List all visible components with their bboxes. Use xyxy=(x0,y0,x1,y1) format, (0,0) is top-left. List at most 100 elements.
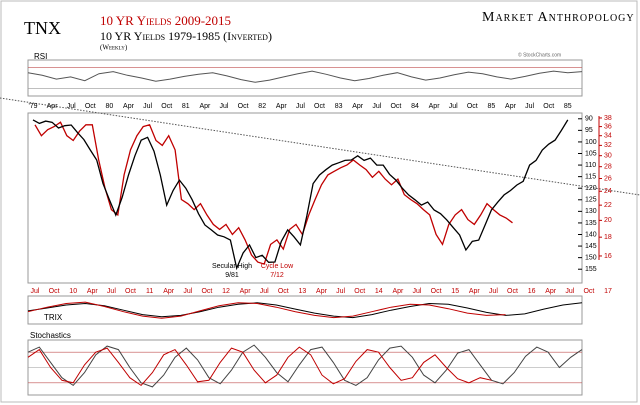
x-tick-label-top: 83 xyxy=(335,103,343,110)
x-tick-label-top: Jul xyxy=(296,103,305,110)
x-tick-label-top: Oct xyxy=(390,103,401,110)
y2-tick-label: 34 xyxy=(604,133,612,140)
x-tick-label-top: 85 xyxy=(564,103,572,110)
x-tick-label-top: 85 xyxy=(488,103,496,110)
indicator-line xyxy=(27,344,583,388)
x-tick-label-bottom: Oct xyxy=(125,288,136,295)
brand: Market Anthropology xyxy=(482,10,635,25)
note: (Weekly) xyxy=(100,44,128,52)
x-tick-label-top: Jul xyxy=(525,103,534,110)
annotation: Cycle Low xyxy=(261,263,294,270)
indicator-line xyxy=(27,302,583,319)
x-tick-label-bottom: Apr xyxy=(316,288,328,295)
y-tick-label: 155 xyxy=(585,266,597,273)
series-line xyxy=(32,119,569,271)
y-tick-label: 135 xyxy=(585,220,597,227)
x-tick-label-top: Oct xyxy=(543,103,554,110)
y-tick-label: 120 xyxy=(585,185,597,192)
x-tick-label-bottom: Apr xyxy=(87,288,99,295)
panel-frame xyxy=(27,295,583,325)
x-tick-label-bottom: 10 xyxy=(69,288,77,295)
y2-tick-label: 18 xyxy=(604,234,612,241)
y-tick-label: 145 xyxy=(585,243,597,250)
x-tick-label-top: Jul xyxy=(449,103,458,110)
x-tick-label-bottom: Oct xyxy=(49,288,60,295)
x-tick-label-bottom: Apr xyxy=(163,288,175,295)
x-tick-label-bottom: Jul xyxy=(107,288,116,295)
y2-tick-label: 28 xyxy=(604,164,612,171)
x-tick-label-bottom: 12 xyxy=(222,288,230,295)
panel-title: TRIX xyxy=(44,313,63,322)
y2-tick-label: 16 xyxy=(604,253,612,260)
x-tick-label-top: 82 xyxy=(258,103,266,110)
x-tick-label-bottom: Jul xyxy=(336,288,345,295)
annotation: Secular High xyxy=(212,263,252,270)
indicator-line xyxy=(27,346,492,387)
x-tick-label-top: Apr xyxy=(352,103,364,110)
y2-tick-label: 24 xyxy=(604,188,612,195)
plot-frame xyxy=(27,112,583,284)
y2-tick-label: 38 xyxy=(604,115,612,122)
x-tick-label-bottom: Oct xyxy=(278,288,289,295)
panel-frame xyxy=(27,59,583,97)
x-tick-label-bottom: 14 xyxy=(375,288,383,295)
chart-title: TNX xyxy=(24,18,61,38)
x-tick-label-top: Oct xyxy=(161,103,172,110)
y2-tick-label: 20 xyxy=(604,217,612,224)
y-tick-label: 150 xyxy=(585,254,597,261)
x-tick-label-top: Apr xyxy=(429,103,441,110)
x-tick-label-top: Jul xyxy=(143,103,152,110)
x-tick-label-bottom: Apr xyxy=(469,288,481,295)
x-tick-label-bottom: 11 xyxy=(146,288,153,295)
x-tick-label-bottom: 16 xyxy=(528,288,536,295)
y2-tick-label: 32 xyxy=(604,142,612,149)
x-tick-label-top: Apr xyxy=(123,103,135,110)
x-tick-label-top: Oct xyxy=(85,103,96,110)
x-tick-label-top: 84 xyxy=(411,103,419,110)
y-tick-label: 125 xyxy=(585,197,597,204)
x-tick-label-bottom: 15 xyxy=(451,288,459,295)
y2-tick-label: 36 xyxy=(604,123,612,130)
x-tick-label-top: Oct xyxy=(467,103,478,110)
x-tick-label-top: Jul xyxy=(372,103,381,110)
x-tick-label-bottom: Apr xyxy=(392,288,404,295)
y-tick-label: 110 xyxy=(585,162,596,169)
x-tick-label-top: 80 xyxy=(106,103,114,110)
x-tick-label-bottom: Jul xyxy=(31,288,40,295)
x-tick-label-top: Apr xyxy=(505,103,517,110)
x-tick-label-bottom: Oct xyxy=(507,288,518,295)
x-tick-label-bottom: Oct xyxy=(431,288,442,295)
x-tick-label-bottom: 13 xyxy=(299,288,307,295)
x-tick-label-bottom: Jul xyxy=(489,288,498,295)
x-tick-label-top: Jul xyxy=(220,103,229,110)
x-tick-label-top: Oct xyxy=(314,103,325,110)
panel-title: RSI xyxy=(34,52,47,61)
indicator-line xyxy=(27,70,583,83)
x-tick-label-bottom: Oct xyxy=(583,288,594,295)
x-tick-label-bottom: Oct xyxy=(354,288,365,295)
x-tick-label-top: '79 xyxy=(28,103,37,110)
x-tick-label-top: Oct xyxy=(238,103,249,110)
x-tick-label-bottom: Jul xyxy=(260,288,269,295)
x-tick-label-bottom: Jul xyxy=(565,288,574,295)
y2-tick-label: 22 xyxy=(604,202,612,209)
y-tick-label: 100 xyxy=(585,139,597,146)
x-tick-label-top: Apr xyxy=(276,103,288,110)
indicator-line xyxy=(27,301,506,319)
x-tick-label-bottom: 17 xyxy=(604,288,612,295)
panel-title: Stochastics xyxy=(30,331,71,340)
x-tick-label-bottom: Apr xyxy=(240,288,252,295)
annotation: 7/12 xyxy=(270,272,284,279)
y-tick-label: 130 xyxy=(585,208,597,215)
x-tick-label-bottom: Jul xyxy=(183,288,192,295)
y-tick-label: 90 xyxy=(585,116,593,123)
x-tick-label-bottom: Apr xyxy=(545,288,557,295)
y-tick-label: 115 xyxy=(585,173,596,180)
y2-tick-label: 26 xyxy=(604,175,612,182)
y-tick-label: 105 xyxy=(585,150,597,157)
x-tick-label-top: Apr xyxy=(47,103,59,110)
legend-red: 10 YR Yields 2009-2015 xyxy=(100,13,231,28)
source: © StockCharts.com xyxy=(518,51,561,58)
